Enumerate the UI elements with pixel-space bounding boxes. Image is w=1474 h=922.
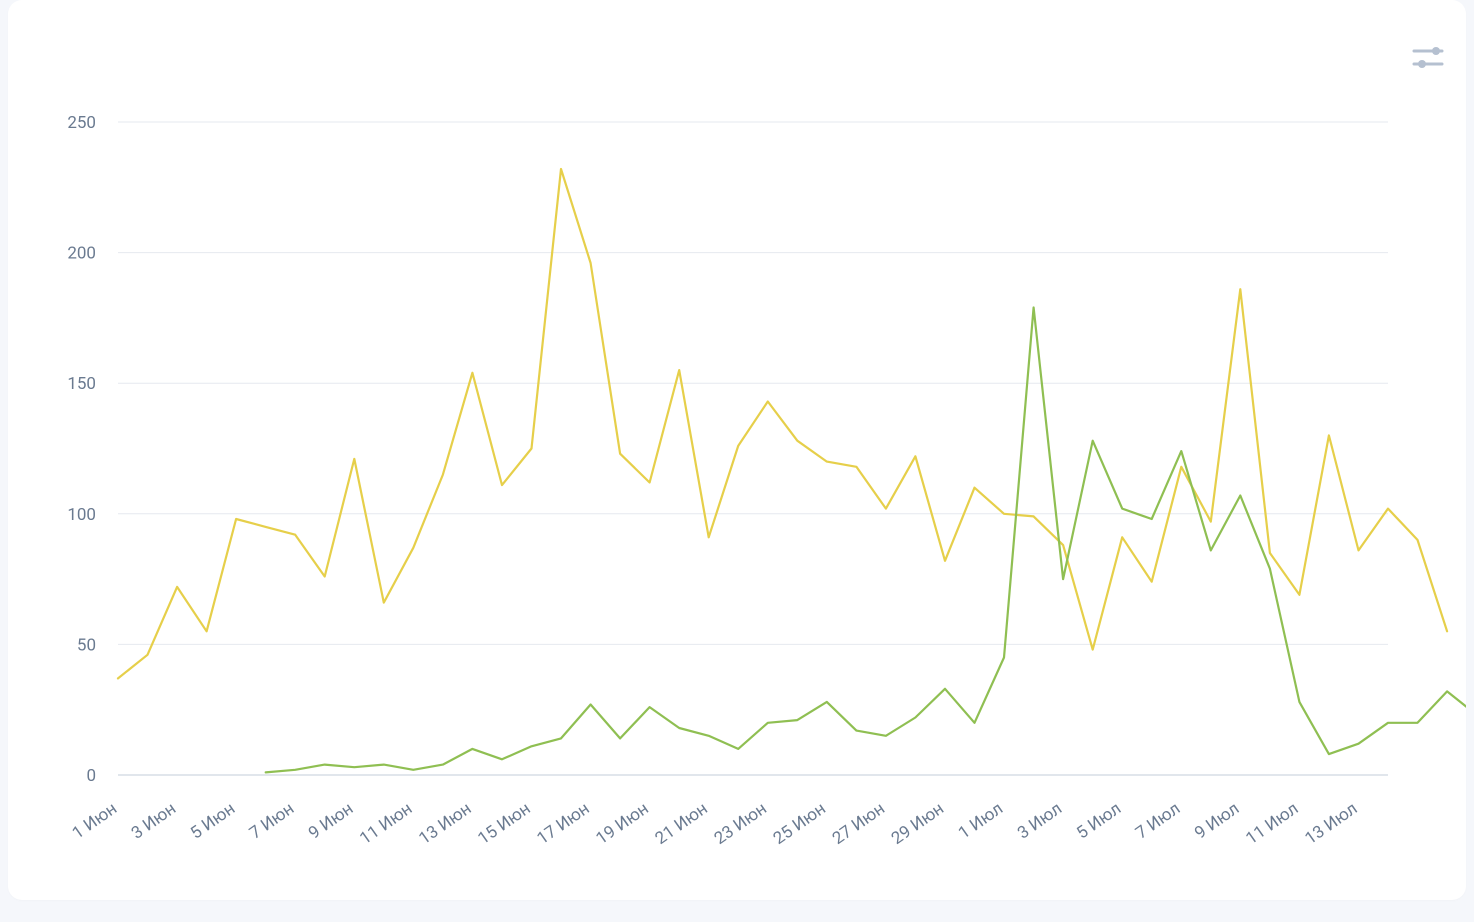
line-chart: 0 50 100 150 200 250 1 Июн3 Июн5 Июн7 Июн9 Июн… bbox=[8, 0, 1466, 900]
y-tick-label: 50 bbox=[77, 635, 96, 655]
x-tick-label: 7 Июн bbox=[246, 799, 298, 844]
x-tick-label: 19 Июн bbox=[593, 799, 653, 849]
y-tick-label: 200 bbox=[67, 244, 96, 264]
x-tick-label: 5 Июл bbox=[1073, 799, 1125, 844]
x-tick-label: 1 Июн bbox=[69, 799, 121, 844]
x-tick-label: 13 Июл bbox=[1301, 799, 1361, 849]
chart-card: 0 50 100 150 200 250 1 Июн3 Июн5 Июн7 Июн9 Июн… bbox=[8, 0, 1466, 900]
x-tick-label: 29 Июн bbox=[888, 799, 948, 849]
y-tick-label: 0 bbox=[86, 766, 96, 786]
x-tick-label: 27 Июн bbox=[829, 799, 889, 849]
x-tick-label: 9 Июл bbox=[1191, 799, 1243, 844]
x-tick-label: 3 Июн bbox=[128, 799, 180, 844]
x-tick-label: 23 Июн bbox=[711, 799, 771, 849]
series-yellow bbox=[118, 169, 1447, 678]
series-green bbox=[266, 308, 1466, 773]
x-tick-label: 21 Июн bbox=[652, 799, 712, 849]
x-tick-label: 5 Июн bbox=[187, 799, 239, 844]
x-tick-label: 13 Июн bbox=[415, 799, 475, 849]
x-tick-label: 7 Июл bbox=[1132, 799, 1184, 844]
x-tick-label: 9 Июн bbox=[305, 799, 357, 844]
y-tick-label: 100 bbox=[67, 505, 96, 525]
x-tick-label: 15 Июн bbox=[474, 799, 534, 849]
x-tick-label: 25 Июн bbox=[770, 799, 830, 849]
x-tick-label: 1 Июл bbox=[955, 799, 1007, 844]
x-tick-label: 11 Июл bbox=[1242, 799, 1302, 849]
x-tick-label: 3 Июл bbox=[1014, 799, 1066, 844]
x-tick-label: 11 Июн bbox=[356, 799, 416, 849]
y-tick-label: 150 bbox=[67, 374, 96, 394]
y-tick-label: 250 bbox=[67, 113, 96, 133]
x-tick-label: 17 Июн bbox=[534, 799, 594, 849]
